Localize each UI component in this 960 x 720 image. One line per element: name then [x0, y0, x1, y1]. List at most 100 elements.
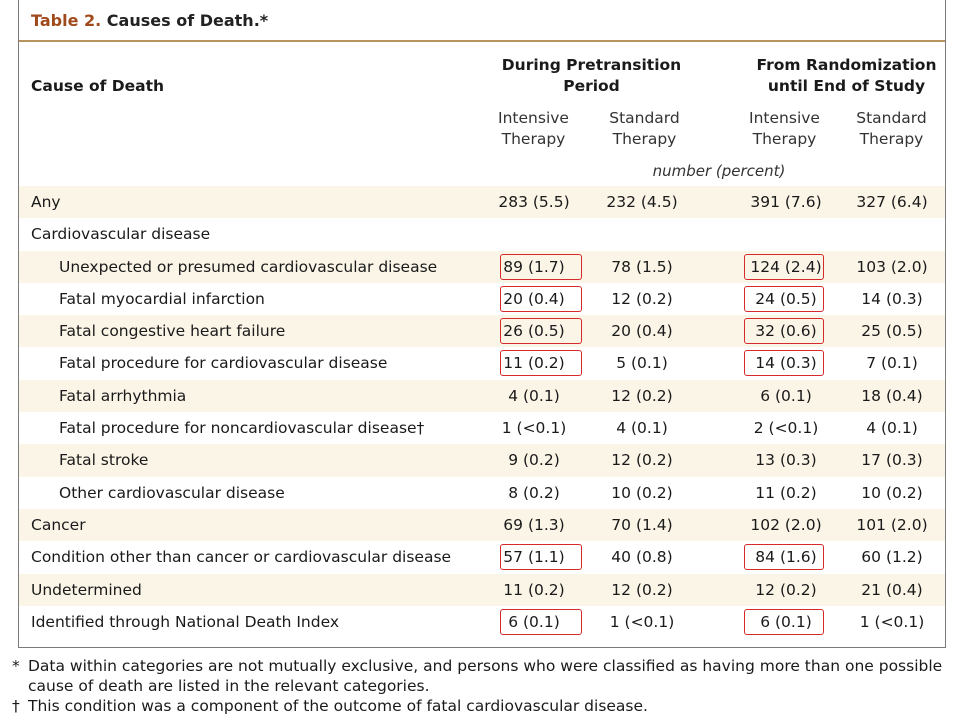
row-value: 78 (1.5)	[611, 257, 673, 276]
row-value: 26 (0.5)	[503, 322, 565, 341]
subheader-rand-intensive: Intensive Therapy	[732, 108, 837, 150]
footnote-text: This condition was a component of the ou…	[28, 697, 648, 715]
row-value: 12 (0.2)	[611, 289, 673, 308]
row-value: 32 (0.6)	[755, 322, 817, 341]
subheader-line: Therapy	[752, 130, 817, 148]
table-row: Fatal procedure for cardiovascular disea…	[19, 347, 945, 379]
table-row: Fatal myocardial infarction 20 (0.4) 12 (0…	[19, 283, 945, 315]
header-line: From Randomization	[756, 56, 937, 74]
row-value: 1 (<0.1)	[859, 612, 925, 631]
table-title-bar: Table 2. Causes of Death.*	[19, 0, 945, 42]
row-value: 12 (0.2)	[611, 580, 673, 599]
row-value: 5 (0.1)	[616, 354, 668, 373]
row-value: 24 (0.5)	[755, 289, 817, 308]
row-value: 103 (2.0)	[856, 257, 928, 276]
row-value: 14 (0.3)	[861, 289, 923, 308]
row-value: 4 (0.1)	[508, 386, 560, 405]
header-line: During Pretransition	[501, 56, 682, 74]
row-value: 18 (0.4)	[861, 386, 923, 405]
table-row: Cancer 69 (1.3) 70 (1.4) 102 (2.0) 101 (2.0)	[19, 508, 945, 542]
row-label: Any	[31, 193, 61, 211]
table-row: Cardiovascular disease	[19, 218, 945, 250]
row-value: 21 (0.4)	[861, 580, 923, 599]
table-caption: Causes of Death.*	[106, 11, 269, 30]
table-row: Condition other than cancer or cardiovas…	[19, 541, 945, 573]
row-value: 11 (0.2)	[755, 483, 817, 502]
row-value: 2 (<0.1)	[753, 419, 819, 438]
table-row: Undetermined 11 (0.2) 12 (0.2) 12 (0.2) 21 (…	[19, 573, 945, 606]
header-line: Period	[563, 77, 620, 95]
row-value: 6 (0.1)	[760, 386, 812, 405]
table-row: Fatal arrhythmia 4 (0.1) 12 (0.2) 6 (0.1) 18…	[19, 379, 945, 413]
row-value: 6 (0.1)	[760, 612, 812, 631]
row-label: Fatal procedure for cardiovascular disea…	[59, 354, 388, 373]
row-value: 1 (<0.1)	[501, 419, 567, 438]
row-value: 1 (<0.1)	[609, 612, 675, 631]
row-label: Cardiovascular disease	[31, 225, 211, 244]
subheader-line: Standard	[856, 109, 927, 127]
row-label: Fatal congestive heart failure	[59, 322, 286, 341]
row-value: 7 (0.1)	[866, 354, 918, 373]
table-row: Fatal congestive heart failure 26 (0.5) 20…	[19, 315, 945, 348]
row-value: 4 (0.1)	[616, 419, 668, 438]
row-value: 391 (7.6)	[750, 193, 822, 211]
footnote-asterisk: * Data within categories are not mutuall…	[12, 656, 952, 696]
units-label: number (percent)	[652, 162, 786, 180]
header-cause-of-death: Cause of Death	[31, 77, 165, 95]
table-title: Table 2. Causes of Death.*	[31, 11, 268, 30]
table-body: Any 283 (5.5) 232 (4.5) 391 (7.6) 327 (6.4) C…	[19, 186, 945, 638]
subheader-pre-standard: Standard Therapy	[592, 108, 697, 150]
row-value: 13 (0.3)	[755, 451, 817, 470]
row-value: 89 (1.7)	[503, 257, 565, 276]
subheader-line: Therapy	[859, 130, 924, 148]
row-value: 4 (0.1)	[866, 419, 918, 438]
table-row: Any 283 (5.5) 232 (4.5) 391 (7.6) 327 (6.4)	[19, 186, 945, 219]
row-value: 327 (6.4)	[856, 193, 928, 211]
subheader-line: Therapy	[501, 130, 566, 148]
subheader-line: Therapy	[612, 130, 677, 148]
row-label: Fatal stroke	[59, 451, 149, 470]
row-value: 84 (1.6)	[755, 548, 817, 567]
subheader-line: Intensive	[749, 109, 820, 127]
row-value: 25 (0.5)	[861, 322, 923, 341]
subheader-pre-intensive: Intensive Therapy	[481, 108, 586, 150]
table-row: Fatal stroke 9 (0.2) 12 (0.2) 13 (0.3) 17 (0…	[19, 444, 945, 477]
row-value: 8 (0.2)	[508, 483, 560, 502]
header-line: until End of Study	[767, 77, 926, 95]
header-pretransition-period: During Pretransition Period	[489, 55, 694, 97]
row-value: 11 (0.2)	[503, 354, 565, 373]
table-frame: Table 2. Causes of Death.* Cause of Deat…	[18, 0, 946, 648]
row-value: 12 (0.2)	[611, 386, 673, 405]
row-value: 60 (1.2)	[861, 548, 923, 567]
row-value: 12 (0.2)	[755, 580, 817, 599]
row-value: 20 (0.4)	[611, 322, 673, 341]
row-value: 124 (2.4)	[750, 257, 822, 276]
row-label: Identified through National Death Index	[31, 612, 340, 631]
footnotes: * Data within categories are not mutuall…	[12, 656, 952, 716]
row-value: 57 (1.1)	[503, 548, 565, 567]
row-label: Cancer	[31, 515, 86, 534]
row-value: 40 (0.8)	[611, 548, 673, 567]
row-label: Unexpected or presumed cardiovascular di…	[59, 257, 438, 276]
row-label: Other cardiovascular disease	[59, 483, 285, 502]
row-label: Fatal procedure for noncardiovascular di…	[59, 419, 425, 438]
row-value: 69 (1.3)	[503, 515, 565, 534]
table-row: Unexpected or presumed cardiovascular di…	[19, 250, 945, 283]
footnote-text: Data within categories are not mutually …	[28, 657, 943, 695]
footnote-mark: †	[12, 697, 20, 715]
header-randomization-period: From Randomization until End of Study	[744, 55, 949, 97]
row-label: Fatal myocardial infarction	[59, 289, 265, 308]
footnote-mark: *	[12, 657, 20, 675]
row-value: 14 (0.3)	[755, 354, 817, 373]
row-label: Undetermined	[31, 580, 142, 599]
row-value: 70 (1.4)	[611, 515, 673, 534]
row-value: 10 (0.2)	[611, 483, 673, 502]
table-number: Table 2.	[31, 11, 102, 30]
row-label: Fatal arrhythmia	[59, 386, 187, 405]
table-row: Identified through National Death Index 6…	[19, 606, 945, 638]
footnote-dagger: † This condition was a component of the …	[12, 696, 952, 716]
row-value: 11 (0.2)	[503, 580, 565, 599]
row-value: 10 (0.2)	[861, 483, 923, 502]
table-row: Other cardiovascular disease 8 (0.2) 10 (0…	[19, 477, 945, 509]
subheader-rand-standard: Standard Therapy	[839, 108, 944, 150]
